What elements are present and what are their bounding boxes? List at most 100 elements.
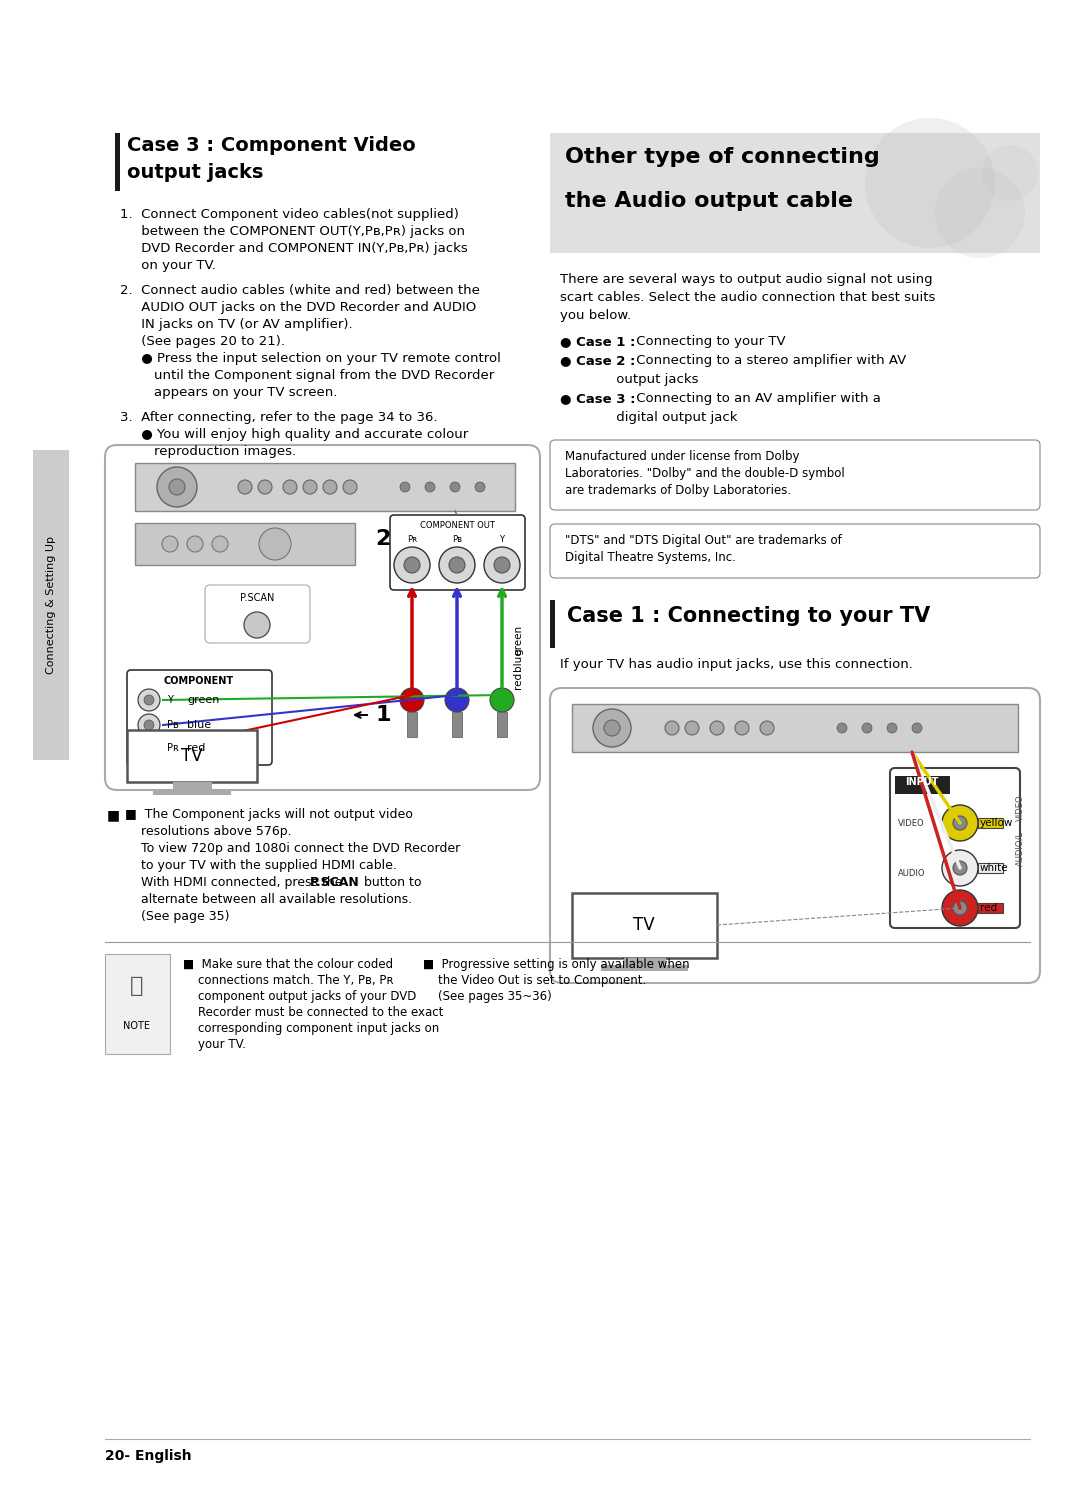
Text: Manufactured under license from Dolby: Manufactured under license from Dolby: [565, 450, 799, 463]
Text: output jacks: output jacks: [127, 163, 264, 182]
Circle shape: [942, 850, 978, 886]
Text: VIDEO: VIDEO: [1015, 795, 1025, 822]
Text: Connecting & Setting Up: Connecting & Setting Up: [46, 536, 56, 674]
Text: ● Case 1 :: ● Case 1 :: [561, 335, 635, 348]
Text: Y: Y: [499, 535, 504, 544]
Text: between the COMPONENT OUT(Y,Pʙ,Pʀ) jacks on: between the COMPONENT OUT(Y,Pʙ,Pʀ) jacks…: [120, 226, 465, 238]
Text: P.SCAN: P.SCAN: [310, 875, 360, 889]
Circle shape: [238, 480, 252, 495]
Circle shape: [837, 723, 847, 734]
Text: 20- English: 20- English: [105, 1449, 191, 1463]
Circle shape: [665, 722, 679, 735]
Text: the Video Out is set to Component.: the Video Out is set to Component.: [423, 974, 646, 988]
Circle shape: [400, 689, 424, 713]
Bar: [114, 133, 120, 191]
Circle shape: [862, 723, 872, 734]
Circle shape: [144, 743, 154, 753]
Text: COMPONENT OUT: COMPONENT OUT: [419, 521, 495, 530]
Text: There are several ways to output audio signal not using: There are several ways to output audio s…: [561, 273, 933, 285]
Text: button to: button to: [360, 875, 421, 889]
Circle shape: [168, 480, 185, 495]
Text: (See page 35): (See page 35): [125, 910, 229, 923]
Circle shape: [283, 480, 297, 495]
Circle shape: [138, 714, 160, 737]
Circle shape: [475, 483, 485, 492]
Text: 2: 2: [375, 529, 390, 548]
Circle shape: [735, 722, 750, 735]
Bar: [895, 775, 950, 793]
Text: ■: ■: [107, 808, 120, 822]
Text: Case 1 : Connecting to your TV: Case 1 : Connecting to your TV: [567, 607, 930, 626]
Text: 2.  Connect audio cables (white and red) between the: 2. Connect audio cables (white and red) …: [120, 284, 480, 297]
Circle shape: [953, 816, 967, 831]
Text: Laboratories. "Dolby" and the double-D symbol: Laboratories. "Dolby" and the double-D s…: [565, 468, 845, 480]
Bar: [173, 781, 212, 790]
Text: your TV.: your TV.: [183, 1038, 246, 1050]
Text: scart cables. Select the audio connection that best suits: scart cables. Select the audio connectio…: [561, 291, 935, 303]
Circle shape: [426, 483, 435, 492]
Circle shape: [593, 710, 631, 747]
FancyBboxPatch shape: [550, 441, 1040, 509]
Text: digital output jack: digital output jack: [578, 411, 738, 424]
Text: Recorder must be connected to the exact: Recorder must be connected to the exact: [183, 1005, 444, 1019]
Circle shape: [604, 720, 620, 737]
FancyBboxPatch shape: [205, 586, 310, 642]
Text: Digital Theatre Systems, Inc.: Digital Theatre Systems, Inc.: [565, 551, 735, 565]
Circle shape: [258, 480, 272, 495]
FancyBboxPatch shape: [550, 689, 1040, 983]
Text: the Audio output cable: the Audio output cable: [565, 191, 853, 211]
Bar: [407, 713, 417, 737]
Bar: [623, 958, 666, 967]
Text: P.SCAN: P.SCAN: [240, 593, 274, 604]
Bar: [105, 955, 170, 1053]
Circle shape: [942, 890, 978, 926]
Text: Other type of connecting: Other type of connecting: [565, 146, 880, 167]
Circle shape: [244, 613, 270, 638]
Circle shape: [400, 483, 410, 492]
Bar: [33, 450, 69, 760]
Circle shape: [303, 480, 318, 495]
Text: 1.  Connect Component video cables(not supplied): 1. Connect Component video cables(not su…: [120, 208, 459, 221]
Text: output jacks: output jacks: [578, 374, 699, 385]
Bar: [572, 893, 717, 958]
Circle shape: [212, 536, 228, 551]
Text: If your TV has audio input jacks, use this connection.: If your TV has audio input jacks, use th…: [561, 657, 913, 671]
Text: Connecting to an AV amplifier with a: Connecting to an AV amplifier with a: [632, 391, 881, 405]
Text: ● You will enjoy high quality and accurate colour: ● You will enjoy high quality and accura…: [120, 427, 469, 441]
Circle shape: [760, 722, 774, 735]
Text: ● Case 2 :: ● Case 2 :: [561, 354, 635, 368]
Text: until the Component signal from the DVD Recorder: until the Component signal from the DVD …: [120, 369, 495, 382]
Text: yellow: yellow: [980, 819, 1013, 828]
Text: white: white: [980, 864, 1009, 872]
Circle shape: [144, 720, 154, 731]
Text: Pʙ: Pʙ: [453, 535, 462, 544]
Circle shape: [484, 547, 519, 583]
Circle shape: [438, 547, 475, 583]
Text: IN jacks on TV (or AV amplifier).: IN jacks on TV (or AV amplifier).: [120, 318, 353, 332]
Circle shape: [157, 468, 197, 506]
Text: VIDEO: VIDEO: [897, 819, 924, 828]
Circle shape: [494, 557, 510, 574]
Text: COMPONENT: COMPONENT: [164, 675, 234, 686]
Text: appears on your TV screen.: appears on your TV screen.: [120, 385, 337, 399]
Text: AUDIO OUT jacks on the DVD Recorder and AUDIO: AUDIO OUT jacks on the DVD Recorder and …: [120, 300, 476, 314]
Text: "DTS" and "DTS Digital Out" are trademarks of: "DTS" and "DTS Digital Out" are trademar…: [565, 533, 841, 547]
Circle shape: [449, 557, 465, 574]
Circle shape: [138, 737, 160, 759]
Circle shape: [323, 480, 337, 495]
Text: TV: TV: [181, 747, 203, 765]
Text: component output jacks of your DVD: component output jacks of your DVD: [183, 991, 417, 1002]
Text: blue: blue: [513, 648, 523, 671]
Circle shape: [982, 145, 1038, 202]
FancyBboxPatch shape: [127, 669, 272, 765]
Bar: [572, 704, 1018, 751]
Circle shape: [953, 901, 967, 914]
Text: 3.  After connecting, refer to the page 34 to 36.: 3. After connecting, refer to the page 3…: [120, 411, 437, 424]
Text: Pʙ: Pʙ: [167, 720, 178, 731]
Circle shape: [710, 722, 724, 735]
Text: Y: Y: [167, 695, 173, 705]
FancyBboxPatch shape: [390, 515, 525, 590]
Text: AUDIO/L: AUDIO/L: [1015, 831, 1025, 865]
Circle shape: [187, 536, 203, 551]
Circle shape: [450, 483, 460, 492]
